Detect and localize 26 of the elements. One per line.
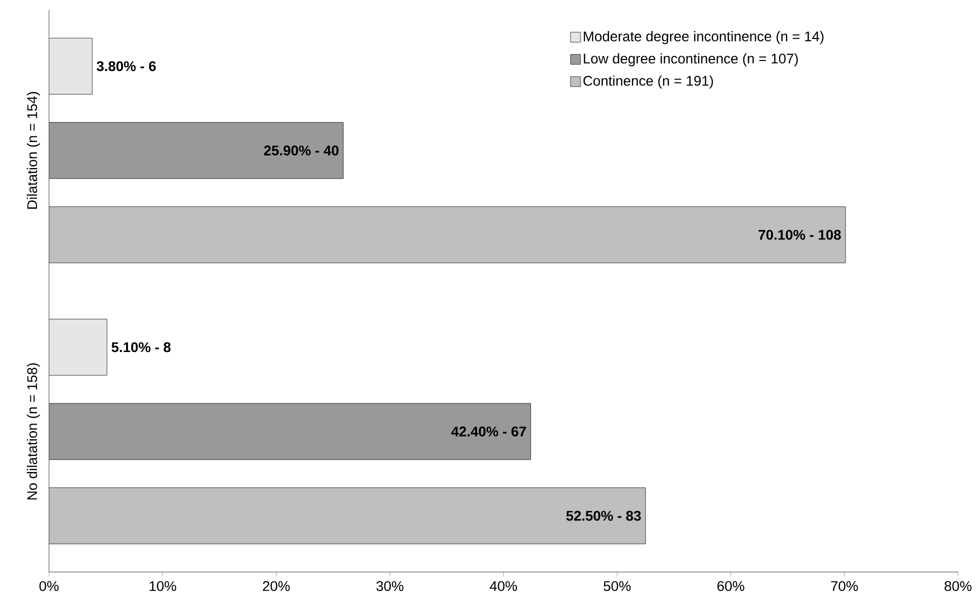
- bar: [49, 38, 92, 94]
- legend-label: Moderate degree incontinence (n = 14): [584, 31, 824, 44]
- data-label: 70.10% - 108: [758, 230, 841, 240]
- bar: [49, 488, 646, 544]
- data-label: 42.40% - 67: [451, 426, 526, 436]
- x-tick-label: 0%: [39, 581, 59, 592]
- bar: [49, 122, 344, 179]
- y-tick-label: No dilatation (n = 158): [26, 363, 40, 500]
- legend-label: Low degree incontinence (n = 107): [584, 53, 798, 66]
- x-tick-label: 70%: [831, 581, 858, 592]
- data-label: 52.50% - 83: [566, 510, 641, 521]
- x-tick-label: 50%: [604, 581, 631, 592]
- x-tick-label: 40%: [490, 581, 518, 592]
- y-tick-label: Dilatation (n = 154): [26, 92, 40, 209]
- x-tick-label: 60%: [717, 581, 744, 592]
- bar: [49, 403, 531, 460]
- data-label: 5.10% - 8: [112, 342, 171, 352]
- x-tick-label: 10%: [150, 581, 176, 592]
- legend-label: Continence (n = 191): [583, 76, 713, 89]
- x-tick-label: 80%: [944, 581, 972, 592]
- x-tick-label: 30%: [376, 581, 404, 592]
- data-label: 3.80% - 6: [96, 61, 156, 72]
- bar: [49, 206, 846, 264]
- bar: [49, 318, 108, 376]
- data-label: 25.90% - 40: [264, 146, 339, 156]
- x-tick-label: 20%: [262, 581, 290, 592]
